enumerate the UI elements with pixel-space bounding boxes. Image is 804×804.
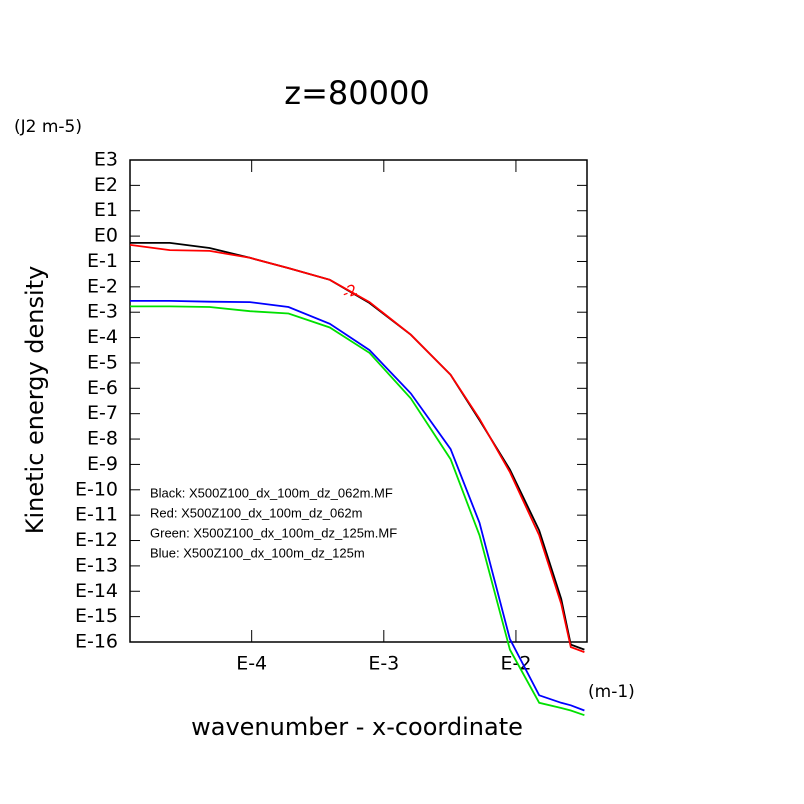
y-tick-label: E-14 (75, 580, 118, 602)
y-tick-label: E-3 (87, 301, 118, 323)
x-unit: (m-1) (588, 682, 635, 702)
y-tick-label: E-5 (87, 351, 118, 373)
y-tick-label: E-4 (87, 326, 118, 348)
y-axis-label: Kinetic energy density (21, 266, 49, 535)
chart-title: z=80000 (284, 74, 429, 112)
series-line (129, 244, 585, 653)
annotation: -2 (340, 281, 360, 303)
plot-frame (129, 159, 588, 643)
y-tick-label: E-6 (87, 377, 118, 399)
y-tick-label: E-16 (75, 631, 118, 653)
y-tick-label: E-9 (87, 453, 118, 475)
series-line (130, 300, 585, 712)
y-tick-label: E0 (94, 225, 118, 247)
x-axis-label: wavenumber - x-coordinate (191, 713, 523, 741)
y-tick-label: E-7 (87, 402, 118, 424)
y-tick-label: E3 (94, 149, 118, 171)
x-tick-label: E-3 (368, 653, 399, 675)
y-tick-label: E-8 (87, 428, 118, 450)
legend-entry: Green: X500Z100_dx_100m_dz_125m.MF (150, 525, 397, 540)
y-tick-label: E-15 (75, 605, 118, 627)
y-tick-label: E-10 (75, 478, 118, 500)
legend-entry: Red: X500Z100_dx_100m_dz_062m (150, 505, 362, 520)
y-tick-label: E-11 (75, 504, 118, 526)
y-tick-label: E-12 (75, 529, 118, 551)
y-tick-label: E2 (94, 174, 118, 196)
y-tick-label: E-13 (75, 554, 118, 576)
x-tick-label: E-4 (236, 653, 267, 675)
legend-entry: Black: X500Z100_dx_100m_dz_062m.MF (150, 485, 393, 500)
series-line (130, 305, 585, 717)
legend-entry: Blue: X500Z100_dx_100m_dz_125m (150, 545, 365, 560)
y-tick-label: E-1 (87, 250, 118, 272)
x-tick-label: E-2 (500, 653, 531, 675)
y-unit: (J2 m-5) (14, 117, 82, 137)
y-tick-label: E-2 (87, 275, 118, 297)
y-tick-label: E1 (94, 199, 118, 221)
